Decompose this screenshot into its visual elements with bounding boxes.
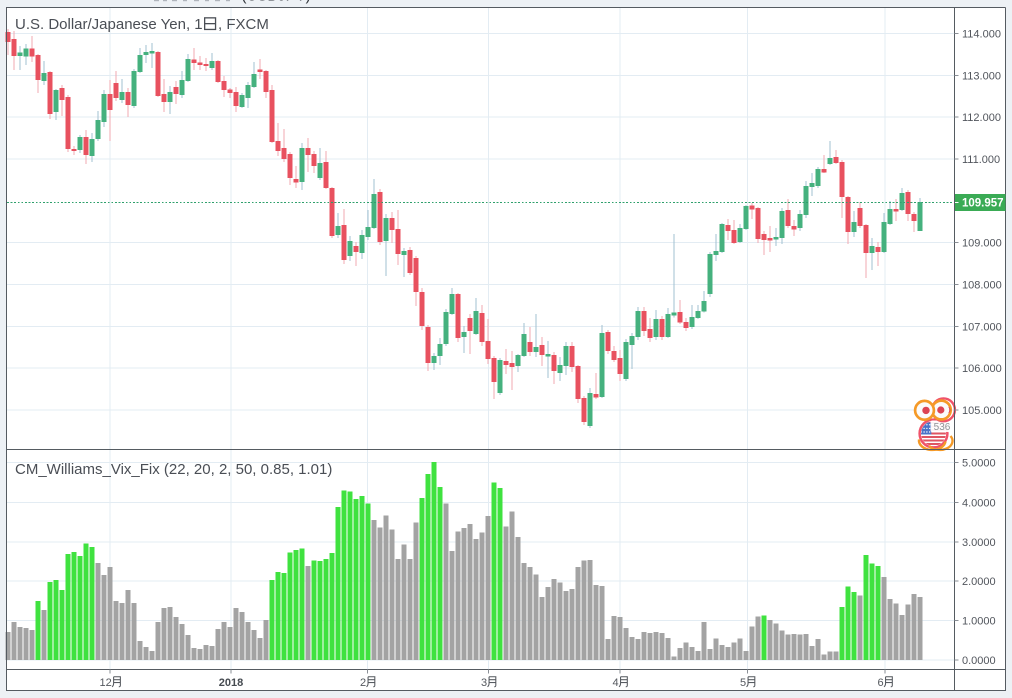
svg-text:CM_Williams_Vix_Fix (22, 20, 2: CM_Williams_Vix_Fix (22, 20, 2, 50, 0.85… bbox=[15, 461, 332, 478]
svg-text:6: 6 bbox=[878, 677, 884, 689]
svg-text:112.000: 112.000 bbox=[962, 112, 1001, 124]
svg-text:, FXCM: , FXCM bbox=[218, 16, 269, 33]
svg-text:2018: 2018 bbox=[219, 677, 243, 689]
svg-text:109.957: 109.957 bbox=[962, 198, 1004, 210]
svg-text:12: 12 bbox=[99, 677, 111, 689]
svg-text:3.0000: 3.0000 bbox=[962, 537, 996, 549]
svg-text:2: 2 bbox=[360, 677, 366, 689]
svg-text:111.000: 111.000 bbox=[962, 154, 1000, 166]
svg-text:2.0000: 2.0000 bbox=[962, 576, 996, 588]
svg-text:4: 4 bbox=[613, 677, 619, 689]
svg-text:109.000: 109.000 bbox=[962, 238, 1002, 250]
svg-text:4.0000: 4.0000 bbox=[962, 497, 996, 509]
svg-text:536: 536 bbox=[934, 422, 951, 433]
svg-text:106.000: 106.000 bbox=[962, 363, 1002, 375]
svg-text:5.0000: 5.0000 bbox=[962, 458, 996, 470]
svg-text:105.000: 105.000 bbox=[962, 405, 1002, 417]
svg-text:U.S. Dollar/Japanese Yen, 1: U.S. Dollar/Japanese Yen, 1 bbox=[15, 16, 203, 33]
svg-text:3: 3 bbox=[481, 677, 487, 689]
svg-text:(USDJPY): (USDJPY) bbox=[242, 0, 311, 5]
svg-text:114.000: 114.000 bbox=[962, 28, 1001, 40]
svg-text:107.000: 107.000 bbox=[962, 321, 1002, 333]
svg-text:0.0000: 0.0000 bbox=[962, 655, 996, 667]
svg-text:108.000: 108.000 bbox=[962, 280, 1002, 292]
svg-text:1.0000: 1.0000 bbox=[962, 616, 996, 628]
svg-text:113.000: 113.000 bbox=[962, 70, 1001, 82]
svg-text:5: 5 bbox=[740, 677, 746, 689]
